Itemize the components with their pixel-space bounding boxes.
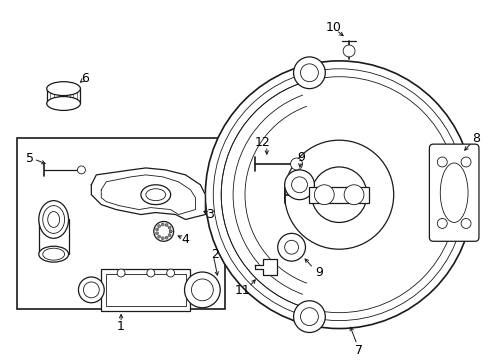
- Text: 7: 7: [355, 344, 363, 357]
- Polygon shape: [255, 259, 277, 275]
- Text: 9: 9: [316, 266, 323, 279]
- Text: 1: 1: [117, 320, 125, 333]
- Text: 5: 5: [26, 152, 34, 165]
- Circle shape: [213, 69, 465, 321]
- Circle shape: [315, 185, 334, 204]
- Circle shape: [205, 61, 473, 329]
- Text: 9: 9: [297, 150, 305, 163]
- FancyBboxPatch shape: [429, 144, 479, 241]
- Bar: [310, 187, 369, 203]
- Circle shape: [169, 230, 172, 233]
- Text: 11: 11: [235, 284, 251, 297]
- Circle shape: [168, 234, 171, 237]
- Circle shape: [292, 177, 307, 193]
- Circle shape: [278, 233, 305, 261]
- Circle shape: [155, 232, 159, 235]
- Circle shape: [154, 221, 173, 241]
- Circle shape: [158, 235, 161, 238]
- Ellipse shape: [47, 82, 80, 95]
- Circle shape: [437, 157, 447, 167]
- Circle shape: [158, 225, 161, 228]
- Circle shape: [343, 45, 355, 57]
- Ellipse shape: [146, 189, 166, 201]
- Ellipse shape: [441, 163, 468, 222]
- Circle shape: [294, 301, 325, 333]
- Circle shape: [285, 240, 298, 254]
- Ellipse shape: [43, 248, 65, 260]
- Ellipse shape: [141, 185, 171, 204]
- Circle shape: [285, 170, 315, 200]
- Circle shape: [461, 219, 471, 228]
- Circle shape: [437, 219, 447, 228]
- Text: 4: 4: [182, 233, 190, 246]
- Circle shape: [221, 77, 457, 313]
- Circle shape: [169, 230, 172, 233]
- Circle shape: [161, 223, 164, 226]
- Polygon shape: [101, 175, 196, 215]
- Circle shape: [185, 272, 220, 308]
- Bar: [101, 269, 191, 311]
- Circle shape: [344, 185, 364, 204]
- Polygon shape: [91, 168, 205, 220]
- Circle shape: [300, 64, 318, 82]
- Circle shape: [300, 308, 318, 325]
- Circle shape: [155, 228, 159, 231]
- Text: 3: 3: [206, 208, 214, 221]
- Circle shape: [161, 237, 164, 240]
- Circle shape: [78, 277, 104, 303]
- Circle shape: [294, 57, 325, 89]
- Bar: [17, 138, 225, 309]
- Circle shape: [77, 166, 85, 174]
- Bar: [106, 274, 186, 306]
- Circle shape: [168, 226, 171, 229]
- Text: 12: 12: [255, 136, 270, 149]
- Ellipse shape: [47, 96, 80, 111]
- Circle shape: [285, 140, 393, 249]
- Text: 10: 10: [325, 21, 341, 34]
- Circle shape: [147, 269, 155, 277]
- Ellipse shape: [43, 206, 65, 233]
- Circle shape: [312, 167, 367, 222]
- Circle shape: [117, 269, 125, 277]
- Circle shape: [83, 282, 99, 298]
- Ellipse shape: [39, 246, 69, 262]
- Circle shape: [165, 224, 168, 226]
- Text: 6: 6: [81, 72, 89, 85]
- Ellipse shape: [48, 212, 60, 228]
- Text: 2: 2: [211, 248, 219, 261]
- Text: 8: 8: [472, 132, 480, 145]
- Circle shape: [192, 279, 213, 301]
- Ellipse shape: [39, 201, 69, 238]
- Circle shape: [461, 157, 471, 167]
- Circle shape: [165, 236, 168, 239]
- Circle shape: [291, 158, 302, 170]
- Circle shape: [167, 269, 174, 277]
